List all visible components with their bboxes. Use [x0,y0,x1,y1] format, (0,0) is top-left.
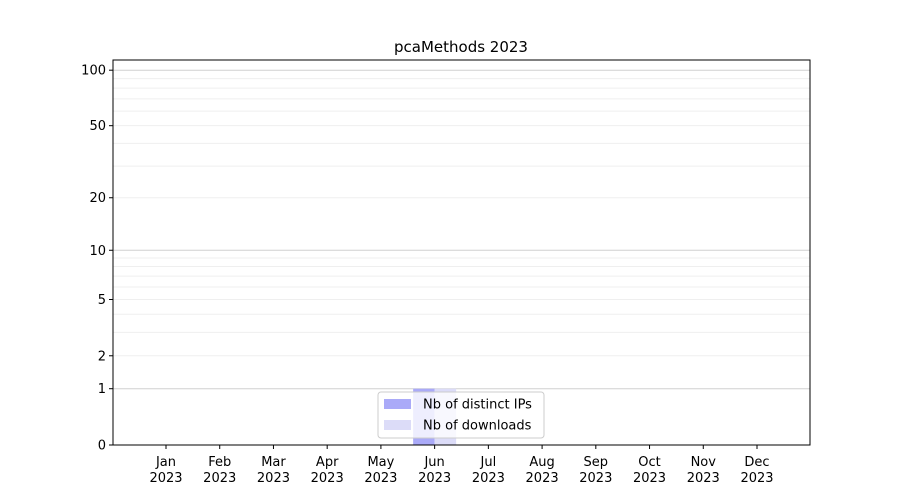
x-tick-label: Apr 2023 [311,455,344,486]
chart-title: pcaMethods 2023 [394,38,528,56]
legend-label: Nb of distinct IPs [423,398,532,413]
y-tick-label: 20 [89,191,106,206]
y-tick-label: 5 [98,293,106,308]
x-tick-label: Mar 2023 [257,455,290,486]
x-tick-label: Sep 2023 [579,455,612,486]
legend-swatch [384,420,411,430]
legend-label: Nb of downloads [423,419,532,434]
x-tick-label: Feb 2023 [203,455,236,486]
x-tick-label: Oct 2023 [633,455,666,486]
x-tick-label: Nov 2023 [687,455,720,486]
x-tick-label: Jun 2023 [418,455,451,486]
x-tick-label: Jan 2023 [149,455,182,486]
y-tick-label: 100 [81,64,106,79]
y-tick-label: 10 [89,244,106,259]
y-tick-label: 50 [89,119,106,134]
x-tick-label: Dec 2023 [740,455,773,486]
x-tick-label: Jul 2023 [472,455,505,486]
legend-swatch [384,399,411,409]
x-tick-label: Aug 2023 [526,455,559,486]
y-tick-label: 2 [98,349,106,364]
x-tick-label: May 2023 [364,455,397,486]
plot-frame [112,59,811,446]
legend-box [377,391,545,439]
y-axis: 0 1 2 5 10 20 50 100 [81,64,113,454]
legend: Nb of distinct IPs Nb of downloads [377,391,545,439]
grid [113,69,810,390]
y-tick-label: 1 [98,382,106,397]
x-axis: Jan 2023 Feb 2023 Mar 2023 Apr 2023 May 2023 Jun 20… [149,445,774,486]
y-tick-label: 0 [98,439,106,454]
